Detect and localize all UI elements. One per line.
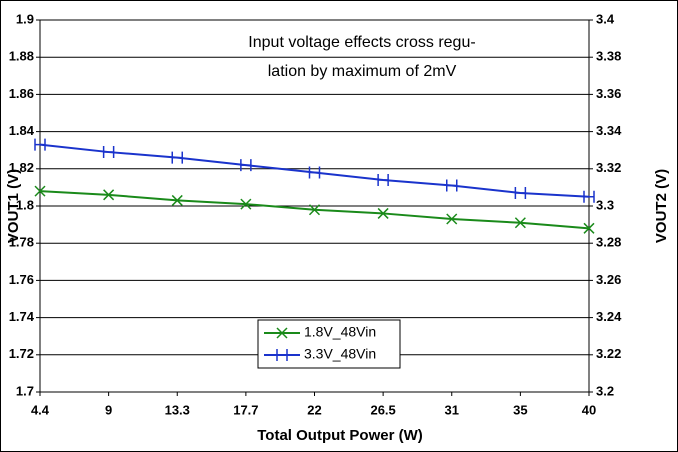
y-tick-label: 1.82 bbox=[9, 160, 34, 175]
y2-tick-label: 3.2 bbox=[596, 383, 614, 398]
y-tick-label: 1.78 bbox=[9, 235, 34, 250]
y2-tick-label: 3.4 bbox=[596, 11, 615, 26]
annotation: Input voltage effects cross regu- bbox=[248, 34, 475, 51]
marker bbox=[276, 349, 288, 361]
x-tick-label: 13.3 bbox=[165, 402, 190, 417]
y2-tick-label: 3.38 bbox=[596, 49, 621, 64]
marker bbox=[446, 213, 458, 225]
marker bbox=[34, 138, 46, 151]
x-tick-label: 17.7 bbox=[233, 402, 258, 417]
marker bbox=[514, 217, 526, 229]
y2-tick-label: 3.3 bbox=[596, 197, 614, 212]
y-tick-label: 1.7 bbox=[16, 383, 34, 398]
x-axis-title: Total Output Power (W) bbox=[257, 427, 423, 444]
x-tick-label: 22 bbox=[307, 402, 321, 417]
legend-label: 3.3V_48Vin bbox=[304, 346, 376, 362]
y2-tick-label: 3.26 bbox=[596, 272, 621, 287]
marker bbox=[308, 204, 321, 216]
x-tick-label: 26.5 bbox=[370, 402, 395, 417]
y2-tick-label: 3.36 bbox=[596, 86, 621, 101]
legend-label: 1.8V_48Vin bbox=[304, 324, 376, 340]
y-tick-label: 1.72 bbox=[9, 346, 34, 361]
marker bbox=[377, 207, 389, 219]
y-tick-label: 1.76 bbox=[9, 272, 34, 287]
y2-tick-label: 3.22 bbox=[596, 346, 621, 361]
marker bbox=[377, 173, 389, 186]
annotation: lation by maximum of 2mV bbox=[268, 63, 457, 80]
x-tick-label: 4.4 bbox=[31, 402, 50, 417]
x-tick-label: 31 bbox=[445, 402, 459, 417]
y2-tick-label: 3.28 bbox=[596, 235, 621, 250]
marker bbox=[308, 166, 321, 179]
y-tick-label: 1.88 bbox=[9, 49, 34, 64]
x-tick-label: 9 bbox=[105, 402, 112, 417]
y-tick-label: 1.8 bbox=[16, 197, 34, 212]
y-tick-label: 1.84 bbox=[9, 123, 35, 138]
x-tick-label: 35 bbox=[513, 402, 527, 417]
legend-box bbox=[257, 319, 401, 369]
y2-tick-label: 3.24 bbox=[596, 309, 622, 324]
y-tick-label: 1.86 bbox=[9, 86, 34, 101]
y-axis-title: VOUT1 (V) bbox=[5, 169, 22, 243]
marker bbox=[102, 146, 115, 159]
marker bbox=[171, 194, 183, 206]
marker bbox=[103, 189, 115, 201]
marker bbox=[446, 179, 458, 192]
marker bbox=[583, 222, 595, 234]
marker bbox=[276, 327, 288, 339]
y-tick-label: 1.9 bbox=[16, 11, 34, 26]
y2-tick-label: 3.34 bbox=[596, 123, 622, 138]
x-tick-label: 40 bbox=[582, 402, 596, 417]
marker bbox=[514, 186, 527, 199]
legend: 1.8V_48Vin 3.3V_48Vin bbox=[257, 319, 401, 369]
marker bbox=[240, 198, 252, 210]
y2-axis-title: VOUT2 (V) bbox=[653, 169, 670, 243]
y-tick-label: 1.74 bbox=[9, 309, 35, 324]
y2-tick-label: 3.32 bbox=[596, 160, 621, 175]
marker bbox=[583, 190, 595, 203]
marker bbox=[34, 185, 46, 197]
marker bbox=[240, 159, 252, 172]
marker bbox=[171, 151, 183, 164]
